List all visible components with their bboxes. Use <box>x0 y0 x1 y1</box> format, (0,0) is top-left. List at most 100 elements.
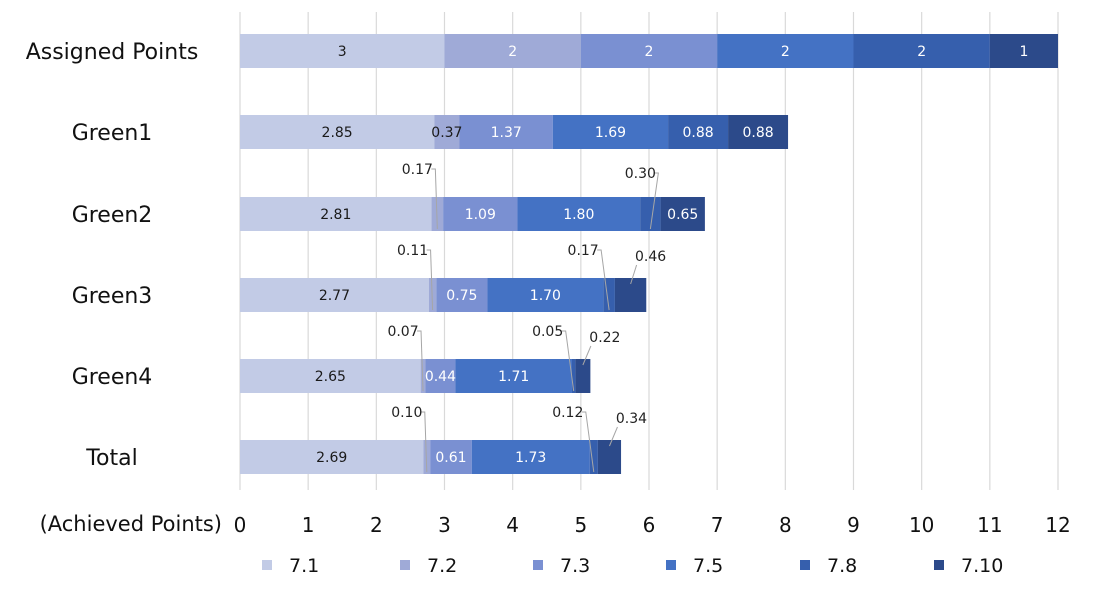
x-tick-label: 7 <box>711 513 724 537</box>
x-axis-ticks: 0 1 2 3 4 5 6 7 8 9 10 11 12 <box>234 513 1071 537</box>
legend-swatch <box>934 560 944 570</box>
bar-segment <box>240 115 435 149</box>
data-label: 1.69 <box>595 125 626 141</box>
bar-segment <box>668 115 729 149</box>
data-label: 1.70 <box>530 288 561 304</box>
data-label-external: 0.17 <box>402 162 433 178</box>
data-label: 1.71 <box>498 369 529 385</box>
bar-segment <box>580 34 718 68</box>
bar-segment <box>444 34 581 68</box>
data-label: 1 <box>1019 44 1028 60</box>
category-label-assigned-points: Assigned Points <box>26 40 199 65</box>
legend-entry: 7.1 <box>289 555 319 577</box>
data-label: 2.81 <box>320 207 351 223</box>
leader-line <box>431 168 438 230</box>
legend-entry: 7.5 <box>693 555 723 577</box>
bar-segment <box>459 115 553 149</box>
data-label-external: 0.11 <box>397 243 428 259</box>
leader-line <box>630 264 638 285</box>
x-tick-label: 4 <box>506 513 519 537</box>
data-label: 1.37 <box>491 125 522 141</box>
bar-segment <box>434 115 460 149</box>
bar-segment <box>240 440 424 474</box>
bar-segment <box>552 115 669 149</box>
gridlines <box>239 12 1059 490</box>
data-label: 0.65 <box>667 207 698 223</box>
data-label: 3 <box>338 44 347 60</box>
bar-segment <box>597 440 622 474</box>
category-label-green3: Green3 <box>72 284 153 309</box>
bar-segment <box>728 115 789 149</box>
x-tick-label: 9 <box>847 513 860 537</box>
data-label-external: 0.12 <box>552 405 583 421</box>
data-label: 2.77 <box>319 288 350 304</box>
data-label: 2.69 <box>316 450 347 466</box>
bar-segment <box>989 34 1058 68</box>
bar-segment <box>240 359 421 393</box>
bar-segment <box>436 278 488 312</box>
bars <box>240 34 1058 474</box>
data-label: 2 <box>917 44 926 60</box>
leader-lines <box>417 168 659 473</box>
data-label-external: 0.46 <box>635 249 666 265</box>
data-label: 0.75 <box>446 288 477 304</box>
data-label-external: 0.22 <box>589 330 620 346</box>
data-label: 1.09 <box>465 207 496 223</box>
bar-segment <box>575 359 591 393</box>
bar-segment <box>517 197 641 231</box>
legend-entry: 7.10 <box>961 555 1003 577</box>
data-label: 0.88 <box>682 125 713 141</box>
bar-segment <box>443 197 518 231</box>
bar-segment <box>853 34 990 68</box>
bar-segment <box>455 359 572 393</box>
legend-swatch <box>800 560 810 570</box>
legend-swatch <box>533 560 543 570</box>
data-label-external: 0.17 <box>568 243 599 259</box>
category-label-green4: Green4 <box>72 365 153 390</box>
leader-line <box>561 330 575 392</box>
leader-line <box>426 249 434 311</box>
bar-segment <box>471 440 590 474</box>
category-label-total: Total <box>85 446 137 471</box>
data-label: 1.73 <box>515 450 546 466</box>
data-label-external: 0.05 <box>532 324 563 340</box>
leader-line <box>649 172 659 230</box>
data-labels: 3 2 2 2 2 1 2.85 0.37 1.37 1.69 0.88 0.88 2.81 1.09 1.… <box>315 44 1029 466</box>
data-label: 1.80 <box>563 207 594 223</box>
x-tick-label: 5 <box>574 513 587 537</box>
legend-entry: 7.2 <box>427 555 457 577</box>
x-tick-label: 0 <box>234 513 247 537</box>
leader-line <box>609 426 618 447</box>
bar-segment <box>640 197 661 231</box>
x-tick-label: 8 <box>779 513 792 537</box>
bar-segment <box>240 197 432 231</box>
data-label: 0.61 <box>435 450 466 466</box>
data-label: 2.65 <box>315 369 346 385</box>
x-tick-label: 11 <box>977 513 1002 537</box>
legend-swatch <box>666 560 676 570</box>
x-tick-label: 2 <box>370 513 383 537</box>
data-label: 0.88 <box>742 125 773 141</box>
legend: 7.1 7.2 7.3 7.5 7.8 7.10 <box>262 555 1003 577</box>
x-tick-label: 10 <box>909 513 934 537</box>
leader-line <box>581 411 595 473</box>
bar-segment <box>430 440 472 474</box>
category-label-green2: Green2 <box>72 203 153 228</box>
bar-segment <box>589 440 598 474</box>
x-tick-label: 1 <box>302 513 315 537</box>
legend-entry: 7.8 <box>827 555 857 577</box>
bar-segment <box>487 278 604 312</box>
x-tick-label: 3 <box>438 513 451 537</box>
x-axis-title: (Achieved Points) <box>40 512 222 536</box>
bar-segment <box>603 278 615 312</box>
legend-swatch <box>262 560 272 570</box>
data-label-external: 0.34 <box>616 411 647 427</box>
bar-segment <box>240 278 429 312</box>
x-tick-label: 6 <box>643 513 656 537</box>
legend-swatch <box>400 560 410 570</box>
data-label-external: 0.30 <box>625 166 656 182</box>
data-label-external: 0.10 <box>391 405 422 421</box>
category-labels: Assigned Points Green1 Green2 Green3 Green4 T… <box>26 40 199 471</box>
data-label: 2 <box>645 44 654 60</box>
